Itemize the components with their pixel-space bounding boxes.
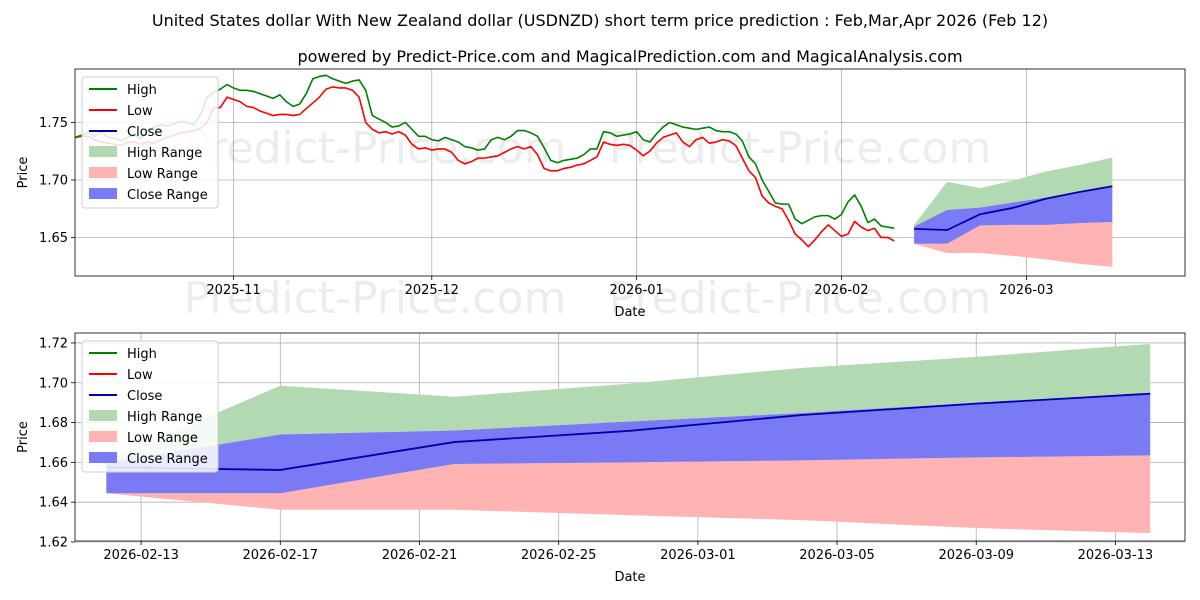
- legend-swatch-low-range: [89, 167, 117, 178]
- legend-swatch-close-range: [89, 452, 117, 463]
- x-tick-label: 2026-02-17: [243, 548, 319, 563]
- close-series-line: [914, 185, 1113, 231]
- y-tick-label: 1.70: [39, 376, 68, 391]
- legend-label: High: [127, 347, 157, 362]
- legend-label: Close Range: [127, 452, 208, 467]
- x-tick-label: 2026-02: [814, 283, 868, 298]
- watermark-text: Predict-Price.com: [609, 273, 992, 324]
- watermark: Predict-Price.com Predict-Price.com Predic…: [184, 123, 992, 324]
- legend-label: Low Range: [127, 167, 198, 182]
- low-range-band: [914, 221, 1113, 267]
- legend-swatch-high-range: [89, 410, 117, 421]
- x-tick-label: 2026-03-01: [660, 548, 736, 563]
- y-tick-label: 1.62: [39, 535, 68, 550]
- legend-label: High Range: [127, 410, 202, 425]
- x-tick-label: 2026-03: [999, 283, 1053, 298]
- legend-swatch-close-range: [89, 188, 117, 199]
- axes-frame: [74, 68, 1186, 277]
- x-tick-label: 2025-12: [405, 283, 459, 298]
- y-tick-label: 1.65: [39, 231, 68, 246]
- x-tick-label: 2026-01: [609, 283, 663, 298]
- legend-label: Low: [127, 104, 153, 119]
- watermark-text: Predict-Price.com: [184, 273, 567, 324]
- x-tick-label: 2026-03-13: [1078, 548, 1154, 563]
- y-tick-label: 1.75: [39, 116, 68, 131]
- x-tick-label: 2026-03-09: [938, 548, 1014, 563]
- low-range-band: [106, 455, 1151, 534]
- y-tick-label: 1.70: [39, 173, 68, 188]
- y-tick-label: 1.72: [39, 336, 68, 351]
- watermark-text: Predict-Price.com: [609, 123, 992, 174]
- x-axis-label: Date: [614, 305, 645, 320]
- legend-label: Low Range: [127, 431, 198, 446]
- y-tick-label: 1.64: [39, 496, 68, 511]
- top-chart-panel: 2025-11 2025-12 2026-01 2026-02 2026-03 1.65 1…: [16, 68, 1186, 324]
- legend-label: Close Range: [127, 188, 208, 203]
- legend: High Low Close High Range Low Range Close Ran…: [81, 76, 219, 209]
- bottom-chart-panel: 2026-02-13 2026-02-17 2026-02-21 2026-02-25…: [16, 332, 1186, 585]
- y-axis-label: Price: [16, 421, 31, 453]
- y-tick-label: 1.66: [39, 456, 68, 471]
- legend-label: High Range: [127, 146, 202, 161]
- legend-label: Close: [127, 125, 162, 140]
- high-range-band: [914, 157, 1113, 227]
- plot-area: [106, 343, 1151, 534]
- close-range-band: [106, 393, 1151, 494]
- legend-label: High: [127, 83, 157, 98]
- legend-swatch-high-range: [89, 146, 117, 157]
- x-tick-label: 2026-02-21: [382, 548, 458, 563]
- close-series-line: [106, 392, 1151, 471]
- chart-subtitle: powered by Predict-Price.com and Magical…: [297, 47, 962, 66]
- y-axis-label: Price: [16, 157, 31, 189]
- y-tick-label: 1.68: [39, 416, 68, 431]
- high-range-band: [106, 343, 1151, 463]
- legend: High Low Close High Range Low Range Close Ran…: [81, 340, 219, 473]
- x-tick-label: 2026-02-25: [521, 548, 597, 563]
- x-tick-label: 2026-03-05: [799, 548, 875, 563]
- axes-frame: [74, 332, 1186, 542]
- legend-label: Close: [127, 389, 162, 404]
- close-range-band: [914, 186, 1113, 244]
- legend-label: Low: [127, 368, 153, 383]
- x-axis-label: Date: [614, 570, 645, 585]
- chart-title: United States dollar With New Zealand do…: [152, 11, 1048, 30]
- legend-swatch-low-range: [89, 431, 117, 442]
- x-tick-label: 2025-11: [206, 283, 260, 298]
- x-tick-label: 2026-02-13: [103, 548, 179, 563]
